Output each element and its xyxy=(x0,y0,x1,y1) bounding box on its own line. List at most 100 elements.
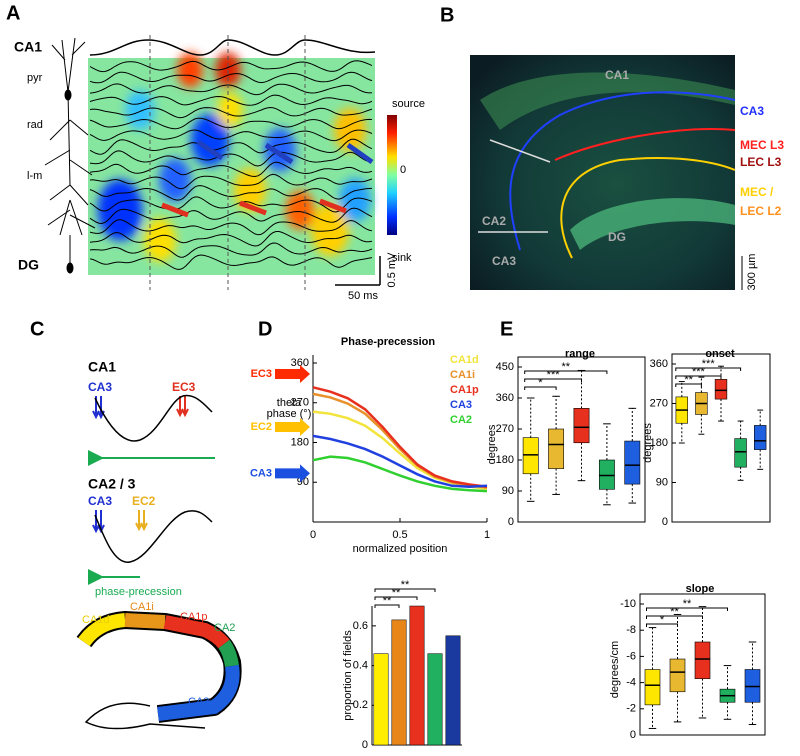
x-axis-label: normalized position xyxy=(353,543,448,555)
significance-bracket xyxy=(646,607,728,611)
significance-label: ** xyxy=(383,595,392,607)
lfp-trace xyxy=(89,185,373,201)
lfp-trace xyxy=(89,83,373,96)
y-axis-label: phase (°) xyxy=(267,408,312,420)
arrow-label: phase-precession xyxy=(95,586,182,598)
scale-label: 50 ms xyxy=(348,290,378,302)
lfp-trace xyxy=(89,106,373,119)
y-tick-label: 180 xyxy=(496,454,514,466)
series-line xyxy=(312,386,488,488)
significance-bracket xyxy=(524,378,582,382)
panel-label: E xyxy=(500,318,513,340)
input-label: EC2 xyxy=(132,494,156,508)
theta-wave xyxy=(94,510,213,563)
cell-layer xyxy=(480,72,735,130)
legend-label: CA1p xyxy=(450,384,479,396)
y-tick-label: 0.6 xyxy=(353,620,368,632)
y-tick-label: 0 xyxy=(362,739,368,751)
input-label: EC3 xyxy=(251,368,272,380)
significance-label: *** xyxy=(547,369,561,381)
region-label: CA3 xyxy=(188,696,209,708)
legend-label: CA1i xyxy=(450,369,475,381)
region-label: CA3 xyxy=(740,104,764,118)
y-tick-label: 450 xyxy=(496,361,514,373)
lfp-trace xyxy=(89,242,373,258)
axis-frame xyxy=(639,593,766,736)
theta-trace xyxy=(89,39,376,56)
colorbar-label: source xyxy=(392,98,425,110)
lfp-trace xyxy=(89,94,373,106)
chart-title: range xyxy=(565,348,595,360)
panel-a: CA1 pyr rad l-m DG source 0 sink 0.5 mV … xyxy=(14,35,425,302)
blob xyxy=(177,52,203,88)
y-tick-label: 0 xyxy=(630,729,636,741)
x-tick-label: 0 xyxy=(310,529,316,541)
layer-label: l-m xyxy=(27,170,42,182)
significance-bracket xyxy=(646,615,703,619)
region-label: CA1p xyxy=(180,611,208,623)
y-axis-label: proportion of fields xyxy=(342,630,354,721)
legend-label: CA2 xyxy=(450,414,472,426)
y-axis-label: degrees xyxy=(486,424,498,464)
mec-boundary xyxy=(554,128,736,161)
bar xyxy=(409,605,425,746)
significance-label: ** xyxy=(401,579,410,591)
significance-bracket xyxy=(675,375,722,379)
ca-regions xyxy=(78,613,240,721)
y-tick-label: -2 xyxy=(626,703,636,715)
box xyxy=(669,658,686,693)
y-tick-label: 180 xyxy=(291,436,309,448)
colorbar-label: sink xyxy=(392,252,412,264)
y-axis-label: theta xyxy=(277,397,302,409)
input-arrows xyxy=(92,510,148,534)
layer-label: rad xyxy=(27,119,43,131)
y-tick-label: -6 xyxy=(626,650,636,662)
region-label: DG xyxy=(608,230,626,244)
input-label: CA3 xyxy=(250,467,272,479)
region-label: CA2 xyxy=(482,214,506,228)
y-tick-label: 270 xyxy=(496,423,514,435)
box xyxy=(714,379,728,400)
significance-label: *** xyxy=(702,358,716,370)
section-title: CA1 xyxy=(88,359,116,375)
y-tick-label: -4 xyxy=(626,677,636,689)
layer-label: CA1 xyxy=(14,39,42,55)
colorbar xyxy=(387,115,397,235)
layer-label: pyr xyxy=(27,72,43,84)
significance-label: ** xyxy=(562,361,571,373)
box xyxy=(573,408,590,444)
y-tick-label: 0 xyxy=(508,516,514,528)
neuron xyxy=(44,37,96,274)
input-arrow xyxy=(275,418,310,437)
lfp-trace xyxy=(89,117,373,130)
significance-label: ** xyxy=(670,606,679,618)
legend-label: CA1d xyxy=(450,354,479,366)
bar xyxy=(427,653,443,746)
blob xyxy=(217,92,243,128)
series-line xyxy=(312,455,488,493)
blob xyxy=(159,158,191,202)
layer-label: DG xyxy=(18,257,39,273)
panel-label: D xyxy=(258,318,272,340)
region-label: MEC L3 xyxy=(740,138,784,152)
series-line xyxy=(312,434,488,488)
input-label: EC3 xyxy=(172,380,196,394)
significance-bracket xyxy=(524,370,608,374)
input-label: CA3 xyxy=(88,494,112,508)
blob xyxy=(144,218,176,262)
bar xyxy=(373,653,389,746)
region-label: CA1i xyxy=(130,601,154,613)
x-tick-label: 0.5 xyxy=(392,529,407,541)
panel-label: A xyxy=(6,2,20,24)
y-tick-label: 90 xyxy=(297,476,309,488)
dg-outline xyxy=(84,702,206,730)
lfp-trace xyxy=(89,129,373,142)
blob xyxy=(234,168,266,212)
significance-bracket xyxy=(675,367,742,371)
cell-layer xyxy=(570,198,735,250)
lec-boundary xyxy=(560,157,736,259)
box xyxy=(694,641,711,679)
y-tick-label: 0.4 xyxy=(353,659,368,671)
chart-title: Phase-precession xyxy=(341,336,435,348)
